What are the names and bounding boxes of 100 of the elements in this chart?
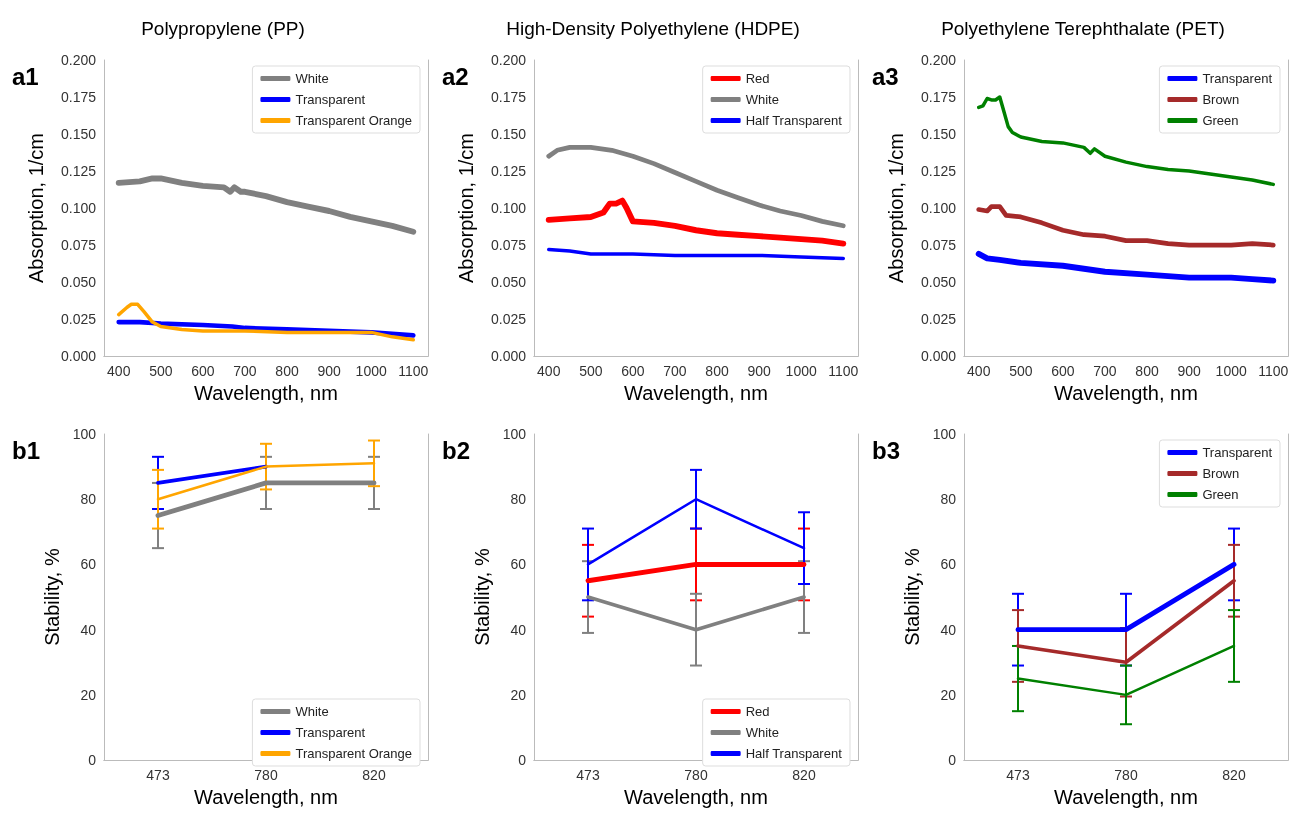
x-tick-label: 780 xyxy=(1114,767,1138,784)
y-tick-label: 100 xyxy=(72,426,97,442)
legend-label: Brown xyxy=(1202,92,1240,107)
y-tick-label: 0.150 xyxy=(920,126,957,143)
y-tick-label: 0.100 xyxy=(920,200,957,217)
x-tick-label: 400 xyxy=(537,363,561,380)
y-tick-label: 20 xyxy=(80,686,97,703)
legend-label: Transparent xyxy=(295,725,366,740)
chart-title: Polyethylene Terephthalate (PET) xyxy=(941,18,1225,39)
y-tick-label: 0.100 xyxy=(60,200,97,217)
x-tick-label: 400 xyxy=(967,363,991,380)
y-tick-label: 0.125 xyxy=(490,163,527,180)
x-tick-label: 1100 xyxy=(828,363,859,380)
legend-label: White xyxy=(745,92,779,107)
x-tick-label: 600 xyxy=(191,363,215,380)
x-axis-title: Wavelength, nm xyxy=(1054,382,1198,404)
x-tick-label: 600 xyxy=(1051,363,1075,380)
y-tick-label: 0.150 xyxy=(490,126,527,143)
x-tick-label: 1000 xyxy=(785,363,817,380)
legend-label: Transparent xyxy=(295,92,366,107)
line-series xyxy=(976,204,1276,248)
y-axis-title: Absorption, 1/cm xyxy=(455,133,477,284)
x-axis-title: Wavelength, nm xyxy=(624,382,768,404)
y-tick-label: 0.125 xyxy=(920,163,957,180)
y-tick-label: 100 xyxy=(932,426,957,442)
x-axis-title: Wavelength, nm xyxy=(194,786,338,808)
x-tick-label: 1100 xyxy=(1258,363,1289,380)
x-tick-label: 900 xyxy=(747,363,772,380)
y-axis-title: Stability, % xyxy=(900,548,923,646)
chart-title: High-Density Polyethylene (HDPE) xyxy=(506,18,800,39)
x-tick-label: 800 xyxy=(275,363,299,380)
y-axis-title: Stability, % xyxy=(470,548,493,646)
x-tick-label: 1100 xyxy=(398,363,429,380)
y-tick-label: 60 xyxy=(940,556,957,573)
text: b3 xyxy=(872,436,901,464)
x-tick-label: 700 xyxy=(1093,363,1117,380)
x-tick-label: 1000 xyxy=(1215,363,1247,380)
text: a2 xyxy=(442,62,469,90)
legend-label: Transparent Orange xyxy=(295,113,413,128)
text: b2 xyxy=(442,436,471,464)
x-axis-title: Wavelength, nm xyxy=(624,786,768,808)
x-axis-title: Wavelength, nm xyxy=(194,382,338,404)
y-tick-label: 60 xyxy=(510,556,527,573)
text: a3 xyxy=(872,62,899,90)
chart-title: Polypropylene (PP) xyxy=(141,18,305,39)
y-tick-label: 0.100 xyxy=(490,200,527,217)
y-tick-label: 0.175 xyxy=(60,89,97,106)
y-tick-label: 80 xyxy=(940,491,957,508)
y-tick-label: 0.000 xyxy=(490,348,527,365)
legend-label: Red xyxy=(745,704,770,719)
legend-label: Half Transparent xyxy=(745,113,843,128)
x-tick-label: 473 xyxy=(1006,767,1030,784)
x-tick-label: 1000 xyxy=(355,363,387,380)
legend-label: Green xyxy=(1202,487,1239,502)
y-tick-label: 60 xyxy=(80,556,97,573)
x-tick-label: 700 xyxy=(233,363,257,380)
y-tick-label: 0.175 xyxy=(490,89,527,106)
x-tick-label: 500 xyxy=(1009,363,1033,380)
y-axis-title: Absorption, 1/cm xyxy=(885,133,907,284)
x-axis-title: Wavelength, nm xyxy=(1054,786,1198,808)
y-tick-label: 20 xyxy=(510,686,527,703)
legend-label: Transparent Orange xyxy=(295,746,413,761)
y-tick-label: 0.050 xyxy=(920,274,957,291)
x-tick-label: 700 xyxy=(663,363,687,380)
y-tick-label: 40 xyxy=(510,621,527,638)
y-tick-label: 100 xyxy=(502,426,527,442)
y-tick-label: 0.200 xyxy=(490,52,527,68)
x-tick-label: 820 xyxy=(1222,767,1246,784)
y-tick-label: 0 xyxy=(948,752,957,769)
y-tick-label: 0 xyxy=(518,752,527,769)
text: b1 xyxy=(12,436,41,464)
y-tick-label: 80 xyxy=(510,491,527,508)
legend-label: White xyxy=(295,704,329,719)
y-tick-label: 40 xyxy=(940,621,957,638)
x-tick-label: 800 xyxy=(705,363,729,380)
y-tick-label: 0.075 xyxy=(60,237,97,254)
y-tick-label: 0.075 xyxy=(920,237,957,254)
y-tick-label: 0 xyxy=(88,752,97,769)
legend-label: Red xyxy=(745,71,770,86)
x-tick-label: 800 xyxy=(1135,363,1159,380)
y-tick-label: 0.125 xyxy=(60,163,97,180)
y-tick-label: 0.175 xyxy=(920,89,957,106)
y-tick-label: 20 xyxy=(940,686,957,703)
line-series xyxy=(546,247,846,261)
y-tick-label: 0.050 xyxy=(490,274,527,291)
y-tick-label: 0.000 xyxy=(60,348,97,365)
x-tick-label: 900 xyxy=(1177,363,1202,380)
line-series xyxy=(116,302,416,342)
y-tick-label: 0.025 xyxy=(920,311,957,328)
x-tick-label: 400 xyxy=(107,363,131,380)
y-axis-title: Stability, % xyxy=(40,548,63,646)
x-tick-label: 500 xyxy=(579,363,603,380)
legend-label: Transparent xyxy=(1202,445,1273,460)
y-tick-label: 0.150 xyxy=(60,126,97,143)
y-tick-label: 0.000 xyxy=(920,348,957,365)
x-tick-label: 820 xyxy=(362,767,386,784)
y-axis-title: Absorption, 1/cm xyxy=(25,133,47,284)
y-tick-label: 0.075 xyxy=(490,237,527,254)
legend-label: Green xyxy=(1202,113,1239,128)
line-series xyxy=(976,95,1276,187)
